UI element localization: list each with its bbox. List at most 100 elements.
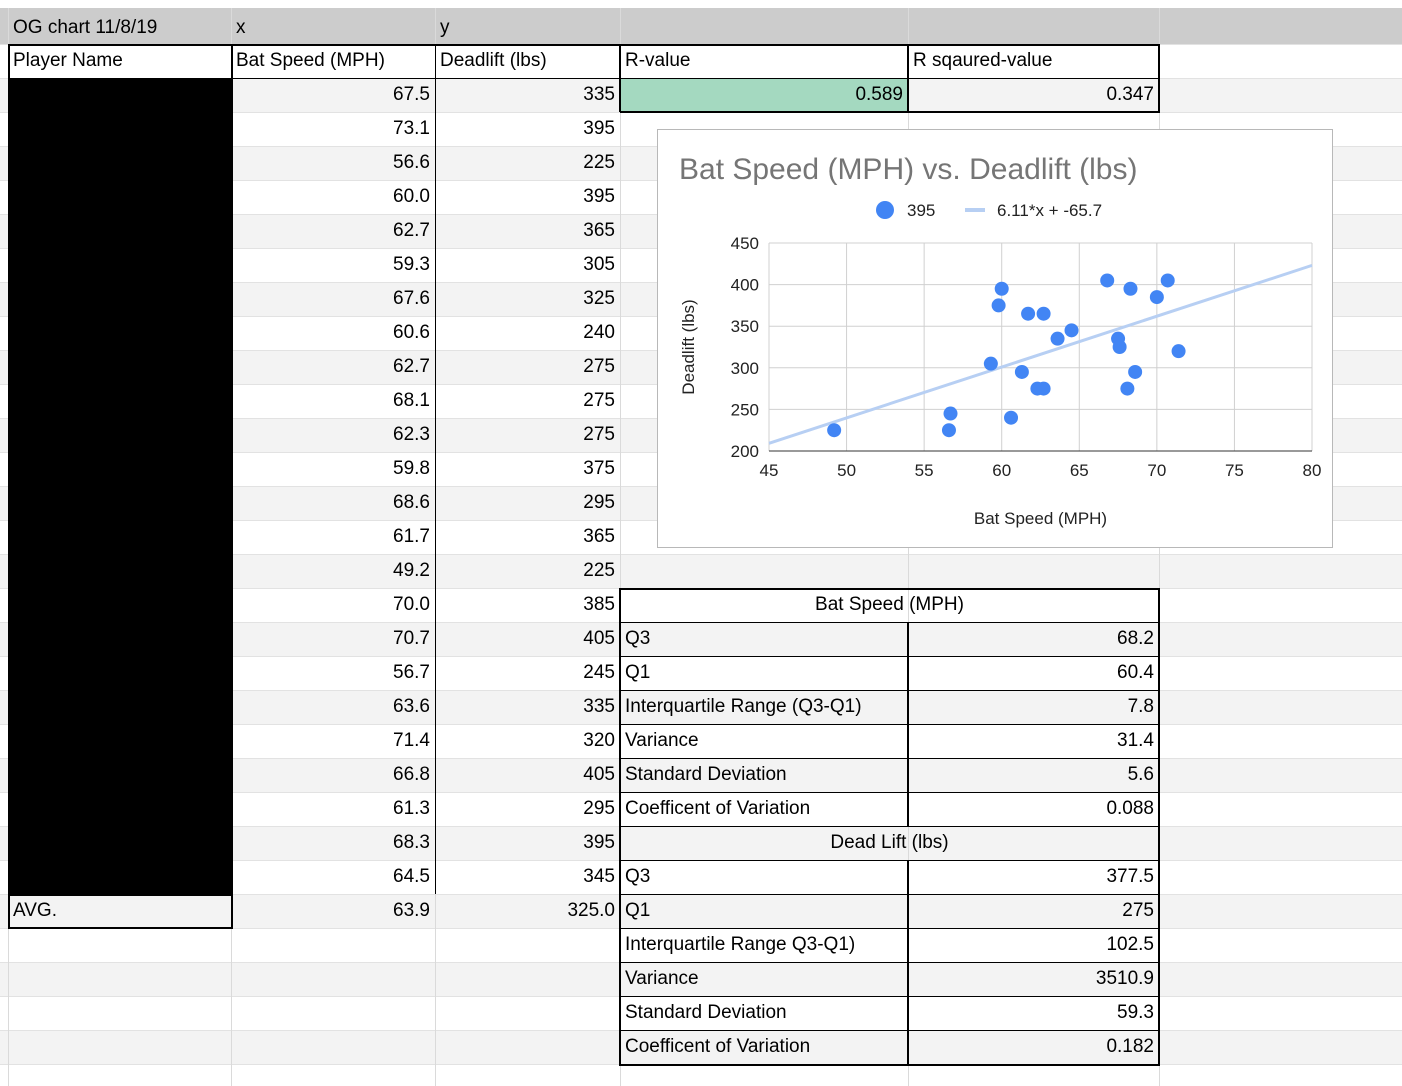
- stats-bat-label[interactable]: Standard Deviation: [625, 764, 787, 785]
- bat-speed-cell[interactable]: 63.6: [393, 696, 430, 717]
- bat-speed-cell[interactable]: 71.4: [393, 730, 430, 751]
- deadlift-cell[interactable]: 305: [583, 254, 615, 275]
- bat-speed-cell[interactable]: 59.3: [393, 254, 430, 275]
- stats-bat-label[interactable]: Coefficent of Variation: [625, 798, 811, 819]
- deadlift-cell[interactable]: 375: [583, 458, 615, 479]
- deadlift-cell[interactable]: 245: [583, 662, 615, 683]
- deadlift-cell[interactable]: 295: [583, 798, 615, 819]
- stats-bat-value[interactable]: 0.088: [1106, 798, 1154, 819]
- data-point: [827, 423, 842, 438]
- bat-speed-cell[interactable]: 59.8: [393, 458, 430, 479]
- stats-dead-value[interactable]: 0.182: [1106, 1036, 1154, 1057]
- stats-dead-value[interactable]: 377.5: [1106, 866, 1154, 887]
- stats-bat-value[interactable]: 5.6: [1127, 764, 1154, 785]
- stats-bat-title[interactable]: Bat Speed (MPH): [815, 594, 964, 615]
- deadlift-cell[interactable]: 395: [583, 186, 615, 207]
- deadlift-cell[interactable]: 405: [583, 764, 615, 785]
- column-header-deadlift[interactable]: Deadlift (lbs): [440, 50, 547, 71]
- bat-speed-cell[interactable]: 67.5: [393, 84, 430, 105]
- bat-speed-cell[interactable]: 67.6: [393, 288, 430, 309]
- r-value-cell[interactable]: 0.589: [855, 84, 903, 105]
- deadlift-cell[interactable]: 275: [583, 390, 615, 411]
- bat-speed-cell[interactable]: 62.7: [393, 356, 430, 377]
- stats-dead-label[interactable]: Interquartile Range Q3-Q1): [625, 934, 856, 955]
- r-squared-cell[interactable]: 0.347: [1106, 84, 1154, 105]
- data-point: [1120, 381, 1135, 396]
- deadlift-cell[interactable]: 395: [583, 832, 615, 853]
- bat-speed-cell[interactable]: 60.0: [393, 186, 430, 207]
- stats-bat-label[interactable]: Q3: [625, 628, 651, 649]
- bat-speed-cell[interactable]: 68.3: [393, 832, 430, 853]
- scatter-chart[interactable]: Bat Speed (MPH) vs. Deadlift (lbs) 395 6.1…: [657, 129, 1333, 548]
- deadlift-cell[interactable]: 385: [583, 594, 615, 615]
- column-header-player[interactable]: Player Name: [13, 50, 123, 71]
- bat-speed-cell[interactable]: 70.7: [393, 628, 430, 649]
- deadlift-cell[interactable]: 365: [583, 526, 615, 547]
- deadlift-cell[interactable]: 365: [583, 220, 615, 241]
- deadlift-cell[interactable]: 225: [583, 560, 615, 581]
- bat-speed-cell[interactable]: 61.3: [393, 798, 430, 819]
- y-tick-label: 300: [731, 359, 759, 378]
- avg-bat-speed-cell[interactable]: 63.9: [393, 900, 430, 921]
- stats-dead-value[interactable]: 59.3: [1117, 1002, 1154, 1023]
- deadlift-cell[interactable]: 240: [583, 322, 615, 343]
- deadlift-cell[interactable]: 275: [583, 356, 615, 377]
- stats-dead-value[interactable]: 102.5: [1106, 934, 1154, 955]
- header-cell-c[interactable]: y: [440, 17, 450, 38]
- stats-bat-label[interactable]: Interquartile Range (Q3-Q1): [625, 696, 862, 717]
- y-tick-label: 450: [731, 234, 759, 253]
- deadlift-cell[interactable]: 395: [583, 118, 615, 139]
- stats-dead-title[interactable]: Dead Lift (lbs): [830, 832, 949, 853]
- avg-deadlift-cell[interactable]: 325.0: [567, 900, 615, 921]
- deadlift-cell[interactable]: 225: [583, 152, 615, 173]
- deadlift-cell[interactable]: 345: [583, 866, 615, 887]
- bat-speed-cell[interactable]: 68.1: [393, 390, 430, 411]
- stats-bat-value[interactable]: 60.4: [1117, 662, 1154, 683]
- stats-dead-label[interactable]: Coefficent of Variation: [625, 1036, 811, 1057]
- column-header-r-squared[interactable]: R sqaured-value: [913, 50, 1053, 71]
- stats-dead-label[interactable]: Q3: [625, 866, 651, 887]
- bat-speed-cell[interactable]: 61.7: [393, 526, 430, 547]
- data-point: [1123, 281, 1138, 296]
- stats-bat-value[interactable]: 31.4: [1117, 730, 1154, 751]
- row-band: [0, 758, 1402, 792]
- bat-speed-cell[interactable]: 56.7: [393, 662, 430, 683]
- deadlift-cell[interactable]: 405: [583, 628, 615, 649]
- header-cell-a[interactable]: OG chart 11/8/19: [13, 17, 158, 38]
- bat-speed-cell[interactable]: 68.6: [393, 492, 430, 513]
- stats-dead-label[interactable]: Variance: [625, 968, 699, 989]
- bat-speed-cell[interactable]: 70.0: [393, 594, 430, 615]
- bat-speed-cell[interactable]: 73.1: [393, 118, 430, 139]
- data-point: [1100, 273, 1115, 288]
- bat-speed-cell[interactable]: 49.2: [393, 560, 430, 581]
- stats-dead-value[interactable]: 3510.9: [1095, 968, 1154, 989]
- bat-speed-cell[interactable]: 62.3: [393, 424, 430, 445]
- deadlift-cell[interactable]: 335: [583, 696, 615, 717]
- stats-bat-label[interactable]: Variance: [625, 730, 699, 751]
- bat-speed-cell[interactable]: 64.5: [393, 866, 430, 887]
- deadlift-cell[interactable]: 295: [583, 492, 615, 513]
- row-band: [0, 826, 1402, 860]
- header-cell-b[interactable]: x: [236, 17, 246, 38]
- deadlift-cell[interactable]: 320: [583, 730, 615, 751]
- deadlift-cell[interactable]: 325: [583, 288, 615, 309]
- bat-speed-cell[interactable]: 60.6: [393, 322, 430, 343]
- column-header-bat-speed[interactable]: Bat Speed (MPH): [236, 50, 385, 71]
- redacted-player-names: [8, 78, 231, 894]
- stats-dead-label[interactable]: Q1: [625, 900, 651, 921]
- row-band: [0, 554, 1402, 588]
- bat-speed-cell[interactable]: 62.7: [393, 220, 430, 241]
- deadlift-cell[interactable]: 335: [583, 84, 615, 105]
- bat-speed-cell[interactable]: 66.8: [393, 764, 430, 785]
- avg-label-cell[interactable]: AVG.: [13, 900, 57, 921]
- stats-bat-value[interactable]: 7.8: [1127, 696, 1154, 717]
- stats-bat-label[interactable]: Q1: [625, 662, 651, 683]
- stats-bat-value[interactable]: 68.2: [1117, 628, 1154, 649]
- deadlift-cell[interactable]: 275: [583, 424, 615, 445]
- bat-speed-cell[interactable]: 56.6: [393, 152, 430, 173]
- stats-dead-value[interactable]: 275: [1122, 900, 1154, 921]
- stats-dead-label[interactable]: Standard Deviation: [625, 1002, 787, 1023]
- column-header-r-value[interactable]: R-value: [625, 50, 691, 71]
- x-tick-label: 60: [992, 461, 1011, 480]
- border: [620, 860, 1160, 861]
